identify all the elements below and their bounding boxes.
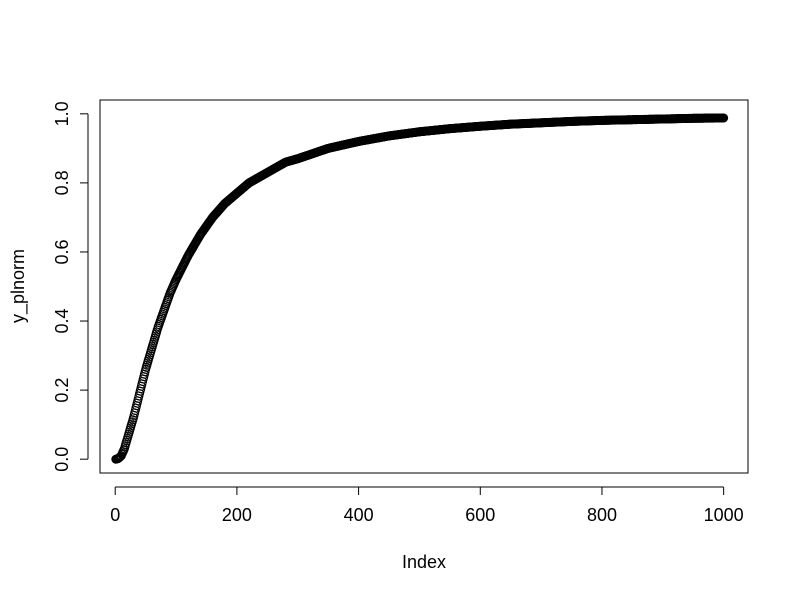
y-tick-label: 0.4 [52,309,72,334]
x-tick-label: 600 [465,505,495,525]
y-tick-label: 0.8 [52,170,72,195]
x-tick-label: 200 [222,505,252,525]
x-tick-label: 1000 [704,505,744,525]
y-tick-label: 1.0 [52,101,72,126]
x-tick-label: 400 [344,505,374,525]
y-axis-title: y_plnorm [8,249,29,323]
y-tick-label: 0.0 [52,447,72,472]
data-point [719,113,729,123]
plot-frame [99,99,749,474]
y-tick-label: 0.6 [52,239,72,264]
data-points [111,113,729,464]
x-axis: 0 200 400 600 800 1000 [110,486,744,525]
y-tick-label: 0.2 [52,378,72,403]
x-tick-label: 800 [587,505,617,525]
y-axis: 0.0 0.2 0.4 0.6 0.8 1.0 [52,101,89,472]
x-axis-title: Index [402,552,446,572]
x-tick-label: 0 [110,505,120,525]
